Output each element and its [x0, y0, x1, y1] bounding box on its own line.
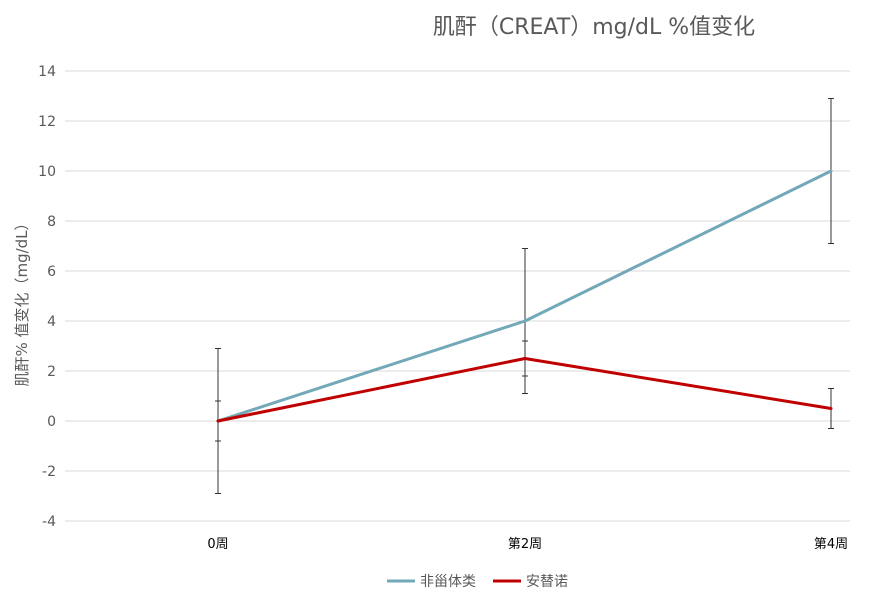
series-lines [216, 169, 833, 423]
data-point [829, 407, 833, 410]
y-tick-label: -2 [42, 464, 56, 480]
y-tick-label: 4 [47, 314, 56, 330]
y-tick-label: 0 [47, 414, 56, 430]
x-axis-ticks: 0周 第2周 第4周 [207, 537, 848, 552]
x-tick-label: 0周 [207, 537, 228, 552]
gridlines [65, 70, 850, 522]
y-tick-label: 6 [47, 264, 56, 280]
y-axis-label: 肌酐% 值变化（mg/dL） [13, 215, 31, 386]
data-point [523, 357, 527, 360]
legend-label: 安替诺 [526, 574, 568, 590]
y-tick-label: 14 [38, 64, 56, 80]
y-tick-label: 10 [38, 164, 56, 180]
legend: 非甾体类 安替诺 [387, 574, 568, 590]
y-tick-label: 8 [47, 214, 56, 230]
data-point [216, 419, 220, 423]
chart-title: 肌酐（CREAT）mg/dL %值变化 [433, 15, 755, 40]
error-bars [215, 98, 834, 494]
data-point [829, 169, 833, 173]
x-tick-label: 第4周 [814, 537, 848, 552]
y-tick-label: 12 [38, 114, 56, 130]
y-axis-ticks: -4 -2 0 2 4 6 8 10 12 14 [38, 64, 56, 530]
y-tick-label: 2 [47, 364, 56, 380]
data-point [523, 319, 527, 323]
legend-label: 非甾体类 [420, 574, 476, 590]
x-tick-label: 第2周 [508, 537, 542, 552]
y-tick-label: -4 [42, 514, 56, 530]
